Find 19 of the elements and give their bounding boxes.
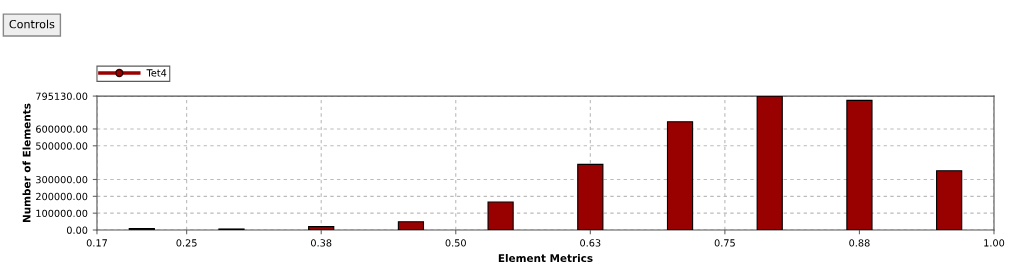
y-tick-label: 300000.00 <box>36 175 88 184</box>
x-tick-label: 0.25 <box>176 239 197 247</box>
x-tick-label: 0.63 <box>580 239 601 247</box>
x-tick-label: 0.88 <box>849 239 870 247</box>
y-axis-title: Number of Elements <box>22 103 31 223</box>
x-tick-label: 0.17 <box>86 239 107 247</box>
y-tick-label: 200000.00 <box>36 192 88 201</box>
x-tick-label: 0.50 <box>445 239 466 247</box>
x-tick-label: 1.00 <box>984 239 1005 247</box>
text: Controls <box>9 19 55 29</box>
y-tick-label: 0.00 <box>66 226 88 234</box>
x-tick-label: 0.38 <box>311 239 332 247</box>
x-axis-title: Element Metrics <box>498 254 593 263</box>
x-tick-label: 0.75 <box>714 239 735 247</box>
y-tick-label: 100000.00 <box>36 209 88 217</box>
y-tick-label: 795130.00 <box>36 92 88 100</box>
y-tick-label: 600000.00 <box>36 125 88 133</box>
legend-label: Tet4 <box>146 69 167 77</box>
y-tick-label: 500000.00 <box>36 142 88 150</box>
